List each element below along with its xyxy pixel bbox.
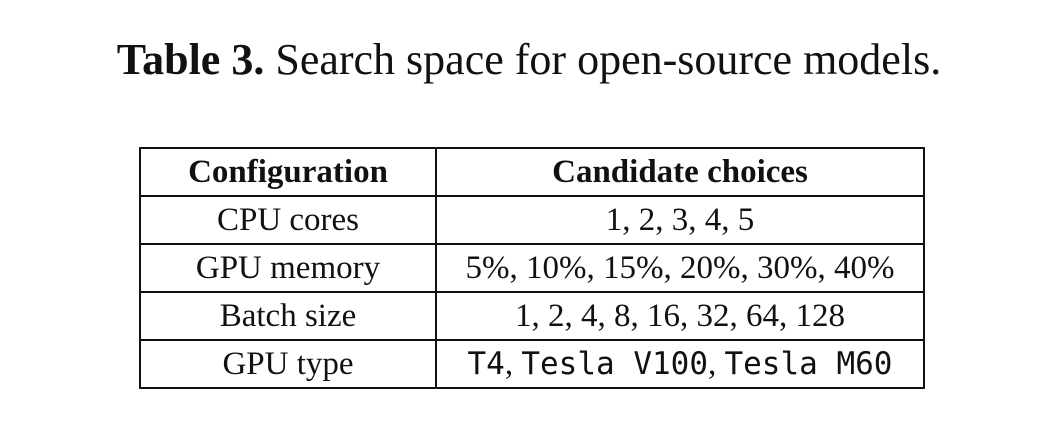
header-configuration: Configuration bbox=[139, 147, 437, 197]
gpu-type-tesla-v100: Tesla V100 bbox=[521, 346, 708, 382]
config-cell: CPU cores bbox=[139, 195, 437, 245]
table-row: CPU cores 1, 2, 3, 4, 5 bbox=[139, 195, 925, 245]
table-caption-label: Table 3. bbox=[116, 35, 265, 84]
table-caption-text: Search space for open-source models. bbox=[275, 35, 942, 84]
choices-cell: 1, 2, 4, 8, 16, 32, 64, 128 bbox=[435, 291, 925, 341]
gpu-type-tesla-m60: Tesla M60 bbox=[724, 346, 893, 382]
search-space-table: Configuration Candidate choices CPU core… bbox=[139, 147, 925, 389]
choices-cell: 5%, 10%, 15%, 20%, 30%, 40% bbox=[435, 243, 925, 293]
choices-cell: T4, Tesla V100, Tesla M60 bbox=[435, 339, 925, 389]
table-caption: Table 3. Search space for open-source mo… bbox=[0, 30, 1058, 90]
table-header-row: Configuration Candidate choices bbox=[139, 147, 925, 197]
choices-cell: 1, 2, 3, 4, 5 bbox=[435, 195, 925, 245]
table-row: Batch size 1, 2, 4, 8, 16, 32, 64, 128 bbox=[139, 291, 925, 341]
header-candidate-choices: Candidate choices bbox=[435, 147, 925, 197]
table-row: GPU type T4, Tesla V100, Tesla M60 bbox=[139, 339, 925, 389]
config-cell: GPU memory bbox=[139, 243, 437, 293]
config-cell: Batch size bbox=[139, 291, 437, 341]
config-cell: GPU type bbox=[139, 339, 437, 389]
table-row: GPU memory 5%, 10%, 15%, 20%, 30%, 40% bbox=[139, 243, 925, 293]
gpu-type-t4: T4 bbox=[467, 346, 505, 382]
